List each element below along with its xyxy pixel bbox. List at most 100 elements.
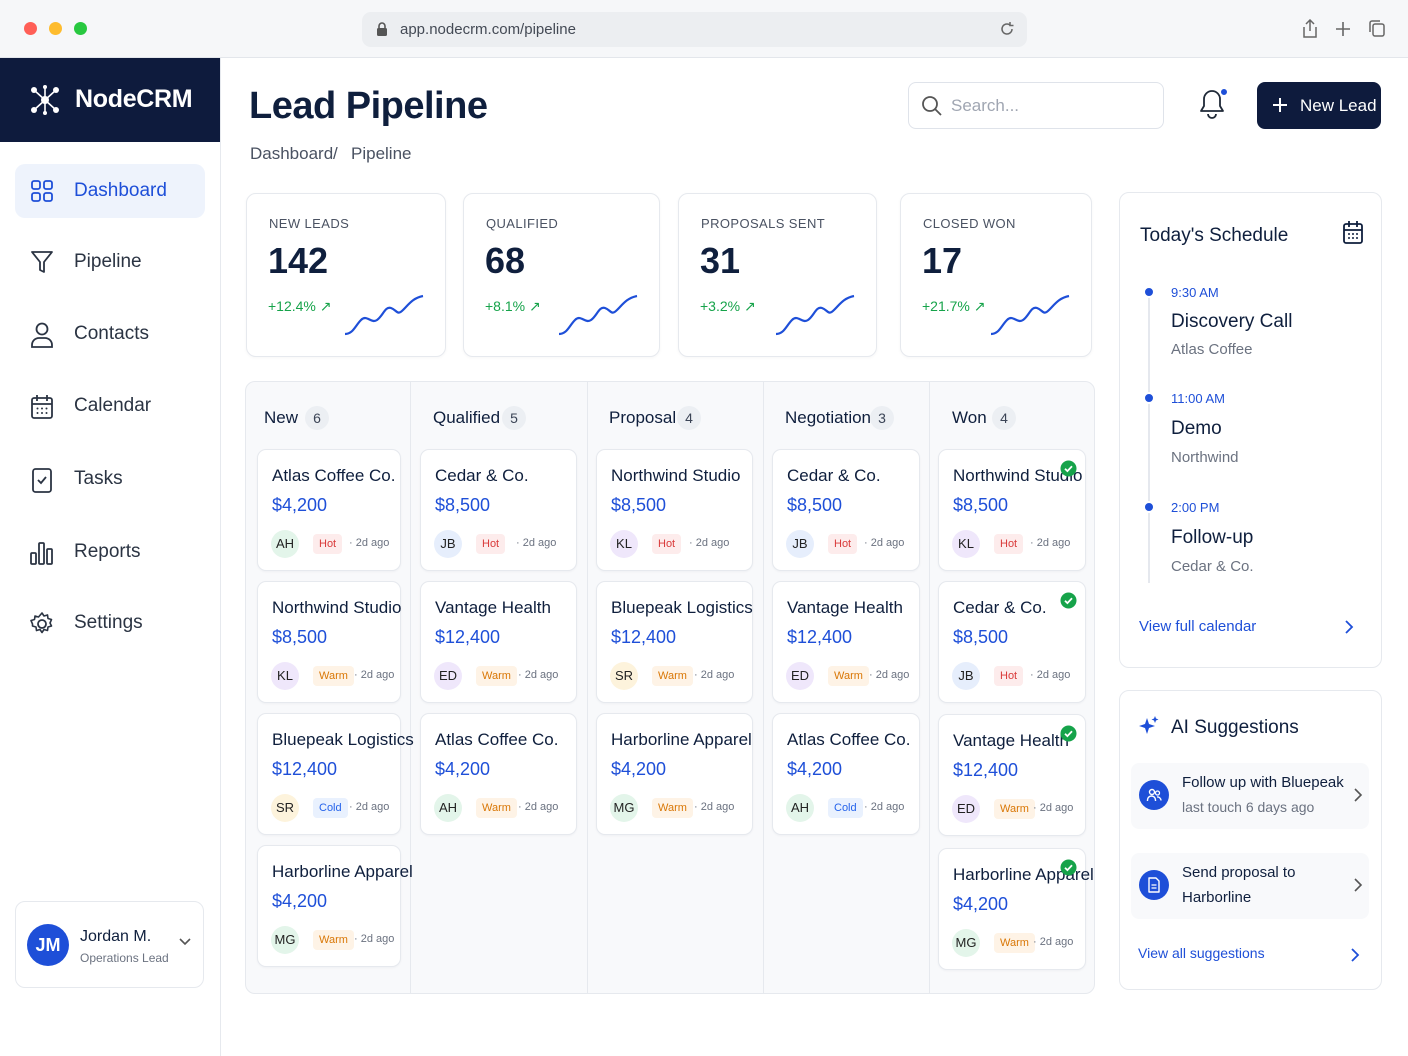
sidebar-item-tasks[interactable]: Tasks: [15, 452, 205, 506]
owner-avatar: ED: [434, 662, 462, 690]
lead-name: Atlas Coffee Co.: [435, 730, 559, 749]
stat-delta: +8.1% ↗: [485, 298, 541, 314]
event-title[interactable]: Demo: [1171, 418, 1222, 439]
sparkline: [990, 294, 1070, 336]
temperature-tag: Warm: [476, 798, 517, 818]
lead-card[interactable]: Vantage Health $12,400 ED Warm · 2d ago: [938, 714, 1086, 836]
sidebar-item-reports[interactable]: Reports: [15, 525, 205, 579]
column-new: New 6 Atlas Coffee Co. $4,200 AH Hot · 2…: [246, 382, 414, 993]
lead-name: Atlas Coffee Co.: [272, 466, 396, 485]
stat-value: 17: [922, 240, 963, 281]
column-count: 6: [305, 406, 329, 430]
lead-card[interactable]: Vantage Health $12,400 ED Warm · 2d ago: [772, 581, 920, 703]
lead-value: $4,200: [272, 495, 328, 515]
owner-avatar: MG: [271, 926, 299, 954]
timeline-dot: [1143, 501, 1155, 513]
search-input[interactable]: [951, 93, 1151, 119]
view-full-calendar-link[interactable]: View full calendar: [1139, 618, 1257, 635]
event-time: 2:00 PM: [1171, 500, 1220, 515]
lead-card[interactable]: Northwind Studio $8,500 KL Hot · 2d ago: [938, 449, 1086, 571]
temperature-tag: Hot: [994, 666, 1024, 686]
lead-age: · 2d ago: [1033, 936, 1074, 948]
lead-value: $12,400: [435, 627, 501, 647]
lead-name: Vantage Health: [953, 731, 1069, 750]
new-lead-button[interactable]: New Lead: [1257, 82, 1381, 129]
sidebar-item-calendar[interactable]: Calendar: [15, 379, 205, 433]
address-bar[interactable]: app.nodecrm.com/pipeline: [362, 12, 1027, 47]
bell-icon[interactable]: [1197, 88, 1227, 120]
owner-avatar: KL: [271, 662, 299, 690]
sidebar-item-label: Settings: [74, 612, 143, 633]
temperature-tag: Warm: [652, 666, 693, 686]
stat-card-proposals-sent: PROPOSALS SENT 31 +3.2% ↗: [678, 193, 877, 357]
owner-avatar: MG: [952, 929, 980, 957]
event-title[interactable]: Discovery Call: [1171, 311, 1293, 332]
column-title: Negotiation: [785, 408, 872, 427]
sparkline: [775, 294, 855, 336]
owner-avatar: JB: [952, 662, 980, 690]
lead-card[interactable]: Harborline Apparel $4,200 MG Warm · 2d a…: [257, 845, 413, 967]
view-all-suggestions-link[interactable]: View all suggestions: [1138, 945, 1265, 961]
suggestion-item[interactable]: Send proposal to Harborline: [1131, 853, 1369, 919]
lead-age: · 2d ago: [689, 537, 730, 549]
lead-age: · 2d ago: [518, 801, 559, 813]
lead-value: $4,200: [787, 759, 843, 779]
chevron-right-icon[interactable]: [1350, 947, 1360, 963]
calendar-icon[interactable]: [1342, 220, 1364, 246]
column-count: 4: [677, 406, 701, 430]
clipboard-check-icon: [32, 468, 52, 493]
stat-label: PROPOSALS SENT: [701, 216, 826, 231]
temperature-tag: Warm: [994, 933, 1035, 953]
breadcrumb-dashboard[interactable]: Dashboard: [250, 144, 334, 163]
stat-delta: +21.7% ↗: [922, 298, 986, 314]
url-text: app.nodecrm.com/pipeline: [400, 21, 576, 38]
search-box[interactable]: [908, 82, 1164, 129]
lead-card[interactable]: Harborline Apparel $4,200 MG Warm · 2d a…: [596, 713, 753, 835]
lead-card[interactable]: Atlas Coffee Co. $4,200 AH Hot · 2d ago: [257, 449, 401, 571]
chevron-down-icon: [179, 938, 191, 946]
lead-age: · 2d ago: [349, 537, 390, 549]
sidebar-item-label: Contacts: [74, 323, 149, 344]
sidebar-item-pipeline[interactable]: Pipeline: [15, 235, 205, 289]
owner-avatar: ED: [952, 795, 980, 823]
lead-value: $4,200: [611, 759, 667, 779]
new-tab-icon[interactable]: [1335, 19, 1351, 39]
sidebar-item-settings[interactable]: Settings: [15, 596, 205, 650]
user-profile-card[interactable]: JM Jordan M. Operations Lead: [15, 901, 204, 988]
suggestion-item[interactable]: Follow up with Bluepeak last touch 6 day…: [1131, 763, 1369, 829]
event-title[interactable]: Follow-up: [1171, 527, 1254, 548]
lead-card[interactable]: Atlas Coffee Co. $4,200 AH Cold · 2d ago: [772, 713, 920, 835]
sidebar-item-contacts[interactable]: Contacts: [15, 307, 205, 361]
suggestion-title: Send proposal to: [1182, 864, 1296, 881]
lead-card[interactable]: Vantage Health $12,400 ED Warm · 2d ago: [420, 581, 577, 703]
lead-card[interactable]: Northwind Studio $8,500 KL Warm · 2d ago: [257, 581, 401, 703]
chevron-right-icon[interactable]: [1344, 619, 1354, 635]
temperature-tag: Warm: [313, 666, 354, 686]
new-lead-label: New Lead: [1300, 96, 1377, 115]
lead-card[interactable]: Cedar & Co. $8,500 JB Hot · 2d ago: [938, 581, 1086, 703]
lead-card[interactable]: Northwind Studio $8,500 KL Hot · 2d ago: [596, 449, 753, 571]
sparkline: [558, 294, 638, 336]
minimize-window-button[interactable]: [49, 22, 62, 35]
calendar-icon: [31, 395, 53, 419]
maximize-window-button[interactable]: [74, 22, 87, 35]
timeline-dot: [1143, 392, 1155, 404]
temperature-tag: Cold: [313, 798, 348, 818]
sidebar-item-dashboard[interactable]: Dashboard: [15, 164, 205, 218]
lead-card[interactable]: Cedar & Co. $8,500 JB Hot · 2d ago: [772, 449, 920, 571]
lead-card[interactable]: Harborline Apparel $4,200 MG Warm · 2d a…: [938, 848, 1094, 970]
chevron-right-icon: [1354, 788, 1363, 802]
tabs-overview-icon[interactable]: [1368, 19, 1386, 39]
reload-icon[interactable]: [999, 21, 1015, 37]
lead-card[interactable]: Cedar & Co. $8,500 JB Hot · 2d ago: [420, 449, 577, 571]
share-icon[interactable]: [1302, 19, 1318, 39]
brand-header[interactable]: NodeCRM: [0, 58, 220, 142]
users-icon: [1146, 788, 1162, 801]
lead-card[interactable]: Bluepeak Logistics $12,400 SR Warm · 2d …: [596, 581, 753, 703]
pipeline-board: New 6 Atlas Coffee Co. $4,200 AH Hot · 2…: [245, 381, 1095, 994]
column-won: Won 4 Northwind Studio $8,500 KL Hot · 2…: [930, 382, 1094, 993]
lead-card[interactable]: Bluepeak Logistics $12,400 SR Cold · 2d …: [257, 713, 414, 835]
lead-card[interactable]: Atlas Coffee Co. $4,200 AH Warm · 2d ago: [420, 713, 577, 835]
close-window-button[interactable]: [24, 22, 37, 35]
temperature-tag: Cold: [828, 798, 863, 818]
